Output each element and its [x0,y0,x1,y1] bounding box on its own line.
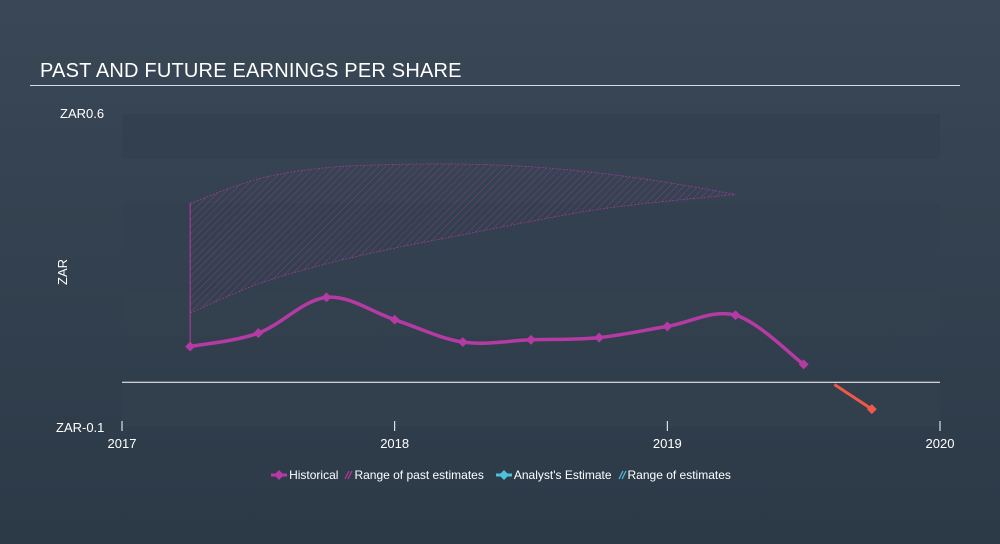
series-points [185,292,877,415]
historical-point [321,292,332,303]
x-tick-label: 2020 [926,436,955,451]
axes: ZAR0.6 ZAR-0.1 ZAR [55,106,104,435]
y-tick-label-bottom: ZAR-0.1 [56,420,104,435]
grid-band [122,382,940,427]
legend-analyst-estimate[interactable]: Analyst's Estimate [494,468,612,482]
historical-point [730,310,741,321]
y-axis-label: ZAR [55,259,70,285]
historical-point [662,321,673,332]
historical-point [389,314,400,325]
past-range-area [190,163,736,313]
historical-point [457,337,468,347]
historical-point [866,404,877,415]
legend-future-range[interactable]: Range of estimates [616,468,731,482]
historical-point [185,341,196,352]
x-tick-label: 2017 [108,436,137,451]
series-lines [188,295,873,411]
historical-legend-icon [271,470,288,480]
legend-historical-label: Historical [289,468,339,482]
historical-point [526,334,536,345]
past-range-legend-icon [344,470,353,480]
past-range-upper-edge [190,163,736,204]
historical-point [594,332,605,343]
title-divider [30,85,960,86]
legend-past-range[interactable]: Range of past estimates [342,468,484,482]
latest-change-line [833,383,873,411]
x-tick-label: 2019 [653,436,682,451]
y-tick-label-top: ZAR0.6 [60,106,104,121]
grid-band [122,292,940,338]
past-estimates-range [189,163,736,347]
grid-band [122,114,940,159]
future-range-legend-icon [617,470,627,480]
chart-title: PAST AND FUTURE EARNINGS PER SHARE [40,60,462,82]
past-range-lower-edge [190,194,736,314]
legend-past-range-label: Range of past estimates [354,468,484,482]
legend-analyst-estimate-label: Analyst's Estimate [513,468,612,482]
legend-historical[interactable]: Historical [269,468,338,482]
x-axis-ticks: 2017 2018 2019 2020 [108,421,955,451]
historical-point [798,359,809,370]
historical-line [188,295,806,367]
historical-point [253,328,264,339]
x-tick-label: 2018 [380,436,409,451]
legend-future-range-label: Range of estimates [627,468,731,482]
chart-legend: Historical Range of past estimates Analy… [0,468,1000,482]
analyst-estimate-legend-icon [495,470,512,480]
